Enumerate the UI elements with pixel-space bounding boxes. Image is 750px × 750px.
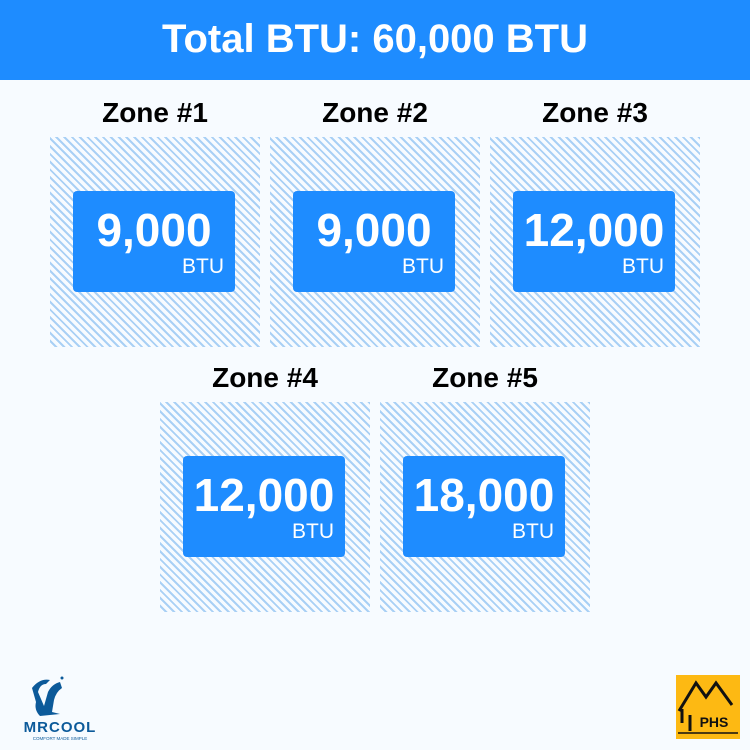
svg-text:COMFORT MADE SIMPLE: COMFORT MADE SIMPLE [33, 736, 88, 741]
btu-value: 12,000 [193, 469, 335, 521]
zone-label: Zone #4 [212, 362, 318, 393]
svg-text:PHS: PHS [700, 714, 729, 730]
phs-logo: PHS [676, 675, 740, 739]
btu-card: 12,000 BTU [513, 191, 675, 292]
btu-unit: BTU [512, 520, 554, 543]
zone-label: Zone #2 [322, 97, 428, 128]
zone-2: Zone #2 9,000 BTU [270, 97, 480, 347]
total-btu-header: Total BTU: 60,000 BTU [0, 0, 750, 80]
btu-card: 9,000 BTU [293, 191, 455, 292]
svg-text:MRCOOL: MRCOOL [24, 719, 97, 736]
btu-value: 12,000 [523, 204, 665, 256]
zone-label: Zone #1 [102, 97, 208, 128]
zone-5: Zone #5 18,000 BTU [380, 362, 590, 612]
btu-value: 9,000 [96, 204, 212, 256]
house-icon: PHS [677, 680, 738, 734]
btu-unit: BTU [182, 255, 224, 278]
zone-label: Zone #3 [542, 97, 648, 128]
btu-card: 12,000 BTU [183, 456, 345, 557]
zone-label: Zone #5 [432, 362, 538, 393]
btu-value: 18,000 [413, 469, 555, 521]
btu-card: 9,000 BTU [73, 191, 235, 292]
btu-value: 9,000 [316, 204, 432, 256]
btu-unit: BTU [622, 255, 664, 278]
mrcool-logo: MRCOOL COMFORT MADE SIMPLE [10, 670, 110, 742]
polar-bear-icon: MRCOOL COMFORT MADE SIMPLE [24, 676, 97, 741]
btu-unit: BTU [402, 255, 444, 278]
btu-card: 18,000 BTU [403, 456, 565, 557]
zone-4: Zone #4 12,000 BTU [160, 362, 370, 612]
zone-1: Zone #1 9,000 BTU [50, 97, 260, 347]
zone-3: Zone #3 12,000 BTU [490, 97, 700, 347]
btu-unit: BTU [292, 520, 334, 543]
